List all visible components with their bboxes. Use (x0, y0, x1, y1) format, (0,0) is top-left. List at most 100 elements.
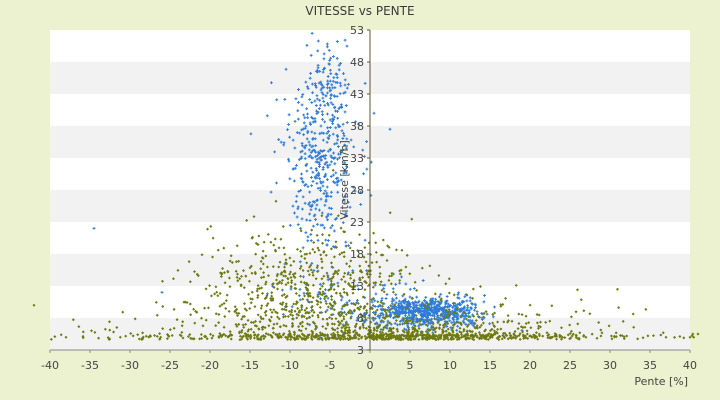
data-point (387, 245, 391, 249)
data-point (348, 328, 352, 332)
data-point (389, 322, 393, 326)
data-point (245, 218, 249, 222)
data-point (396, 310, 399, 314)
data-point (371, 316, 375, 320)
data-point (115, 325, 119, 329)
data-point (395, 305, 399, 309)
data-point (410, 320, 414, 324)
data-point (324, 154, 328, 157)
data-point (575, 288, 579, 292)
data-point (347, 83, 350, 86)
data-point (92, 227, 96, 230)
data-point (220, 333, 224, 337)
data-point (315, 112, 319, 116)
data-point (306, 322, 310, 326)
data-point (311, 330, 315, 334)
data-point (434, 297, 438, 301)
data-point (203, 306, 207, 310)
data-point (372, 111, 376, 115)
data-point (289, 275, 293, 279)
data-point (356, 306, 360, 310)
data-point (319, 180, 323, 184)
data-point (270, 294, 274, 298)
data-point (311, 270, 315, 274)
data-point (447, 309, 451, 313)
data-point (301, 195, 305, 199)
data-point (342, 134, 346, 138)
data-point (192, 337, 196, 341)
data-point (286, 277, 290, 281)
data-point (444, 308, 448, 312)
data-point (198, 337, 202, 341)
data-point (290, 321, 294, 325)
data-point (457, 291, 461, 295)
data-point (309, 208, 313, 212)
data-point (299, 157, 303, 160)
data-point (343, 78, 347, 82)
data-point (351, 330, 355, 334)
data-point (188, 302, 192, 306)
data-point (345, 44, 349, 48)
data-point (582, 309, 586, 313)
data-point (309, 71, 312, 75)
data-point (424, 295, 428, 299)
data-point (338, 81, 342, 85)
data-point (465, 314, 468, 317)
x-tick-label: 25 (563, 359, 577, 372)
data-point (308, 190, 312, 194)
data-point (314, 104, 318, 107)
data-point (492, 329, 496, 333)
data-point (208, 284, 212, 288)
data-point (323, 203, 327, 207)
data-point (342, 315, 346, 319)
data-point (431, 331, 435, 335)
data-point (355, 319, 359, 322)
data-point (410, 296, 414, 300)
data-point (308, 98, 312, 101)
data-point (330, 298, 334, 302)
data-point (553, 332, 557, 336)
data-point (275, 282, 279, 286)
data-point (335, 72, 338, 76)
data-point (401, 322, 404, 326)
data-point (348, 205, 352, 209)
data-point (336, 135, 340, 139)
data-point (388, 332, 392, 336)
data-point (324, 238, 328, 242)
data-point (342, 250, 346, 254)
data-point (309, 239, 313, 243)
data-point (237, 259, 241, 263)
data-point (356, 301, 360, 305)
data-point (297, 325, 301, 329)
data-point (482, 311, 486, 315)
data-point (414, 328, 418, 332)
data-point (322, 85, 326, 89)
data-point (412, 307, 415, 310)
data-point (337, 269, 341, 273)
y-tick-label: 53 (350, 24, 364, 37)
data-point (528, 334, 532, 338)
data-point (315, 269, 319, 273)
data-point (346, 323, 350, 327)
data-point (359, 190, 363, 194)
data-point (264, 313, 268, 317)
data-point (305, 282, 309, 286)
data-point (445, 335, 449, 339)
data-point (455, 332, 459, 336)
data-point (306, 131, 310, 135)
data-point (354, 324, 358, 328)
data-point (300, 315, 304, 319)
data-point (295, 215, 299, 219)
data-point (361, 322, 365, 326)
data-point (326, 218, 329, 222)
data-point (379, 280, 383, 284)
data-point (344, 104, 348, 107)
data-point (378, 265, 382, 269)
data-point (339, 150, 343, 153)
data-point (345, 86, 349, 90)
data-point (305, 162, 309, 166)
data-point (313, 119, 317, 123)
data-point (296, 207, 300, 211)
data-point (336, 176, 340, 180)
data-point (330, 322, 334, 326)
